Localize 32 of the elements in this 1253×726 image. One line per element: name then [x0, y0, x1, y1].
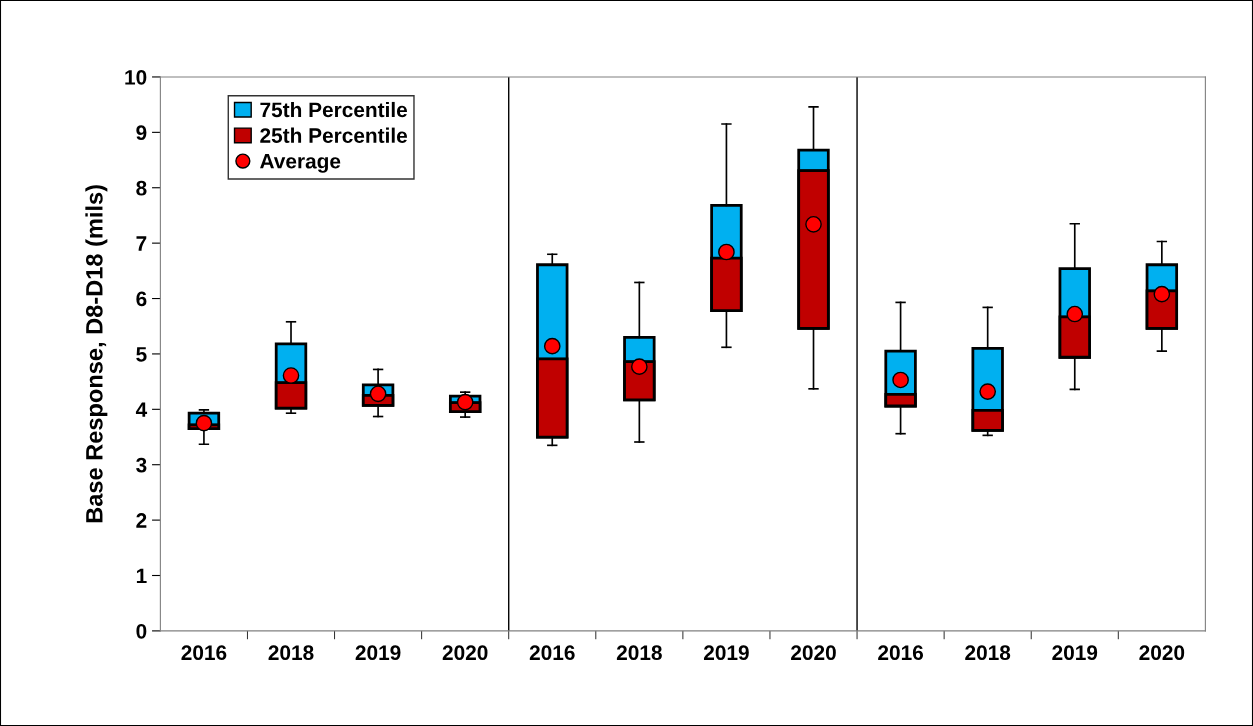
y-tick-label: 4 — [135, 402, 148, 417]
x-tick-label: 2016 — [878, 645, 924, 661]
y-tick-label: 7 — [136, 236, 147, 251]
y-tick-label: 1 — [136, 568, 147, 584]
x-tick-label: 2018 — [616, 645, 662, 661]
y-tick-label: 10 — [125, 69, 147, 85]
y-tick-label: 3 — [136, 457, 147, 473]
x-tick-label: 2020 — [1139, 645, 1185, 661]
x-tick-label: 2019 — [703, 645, 749, 661]
point — [805, 215, 822, 233]
x-tick-label: 2016 — [181, 645, 227, 661]
y-tick-label: 6 — [136, 291, 147, 307]
legend-label: Average — [260, 154, 341, 173]
y-axis-title: Base Response, D8-D18 (mils) — [85, 185, 108, 523]
y-tick-label: 0 — [136, 623, 147, 639]
x-tick-label: 2019 — [1052, 645, 1098, 661]
point — [1066, 305, 1084, 323]
x-tick-label: 2020 — [442, 645, 488, 661]
y-tick-label: 9 — [136, 125, 147, 141]
legend-label: 25th Percentile — [260, 127, 408, 143]
point — [543, 337, 561, 355]
x-tick-label: 2018 — [268, 645, 314, 661]
x-tick-label: 2018 — [965, 645, 1011, 661]
x-tick-label: 2020 — [791, 645, 836, 661]
y-tick-label: 2 — [136, 513, 147, 528]
point — [979, 383, 997, 400]
x-tick-label: 2016 — [529, 645, 575, 661]
x-tick-label: 2019 — [355, 645, 401, 661]
legend-label: 75th Percentile — [260, 101, 408, 118]
y-tick-label: 5 — [136, 347, 147, 362]
y-tick-label: 8 — [136, 180, 147, 196]
point — [718, 243, 735, 261]
